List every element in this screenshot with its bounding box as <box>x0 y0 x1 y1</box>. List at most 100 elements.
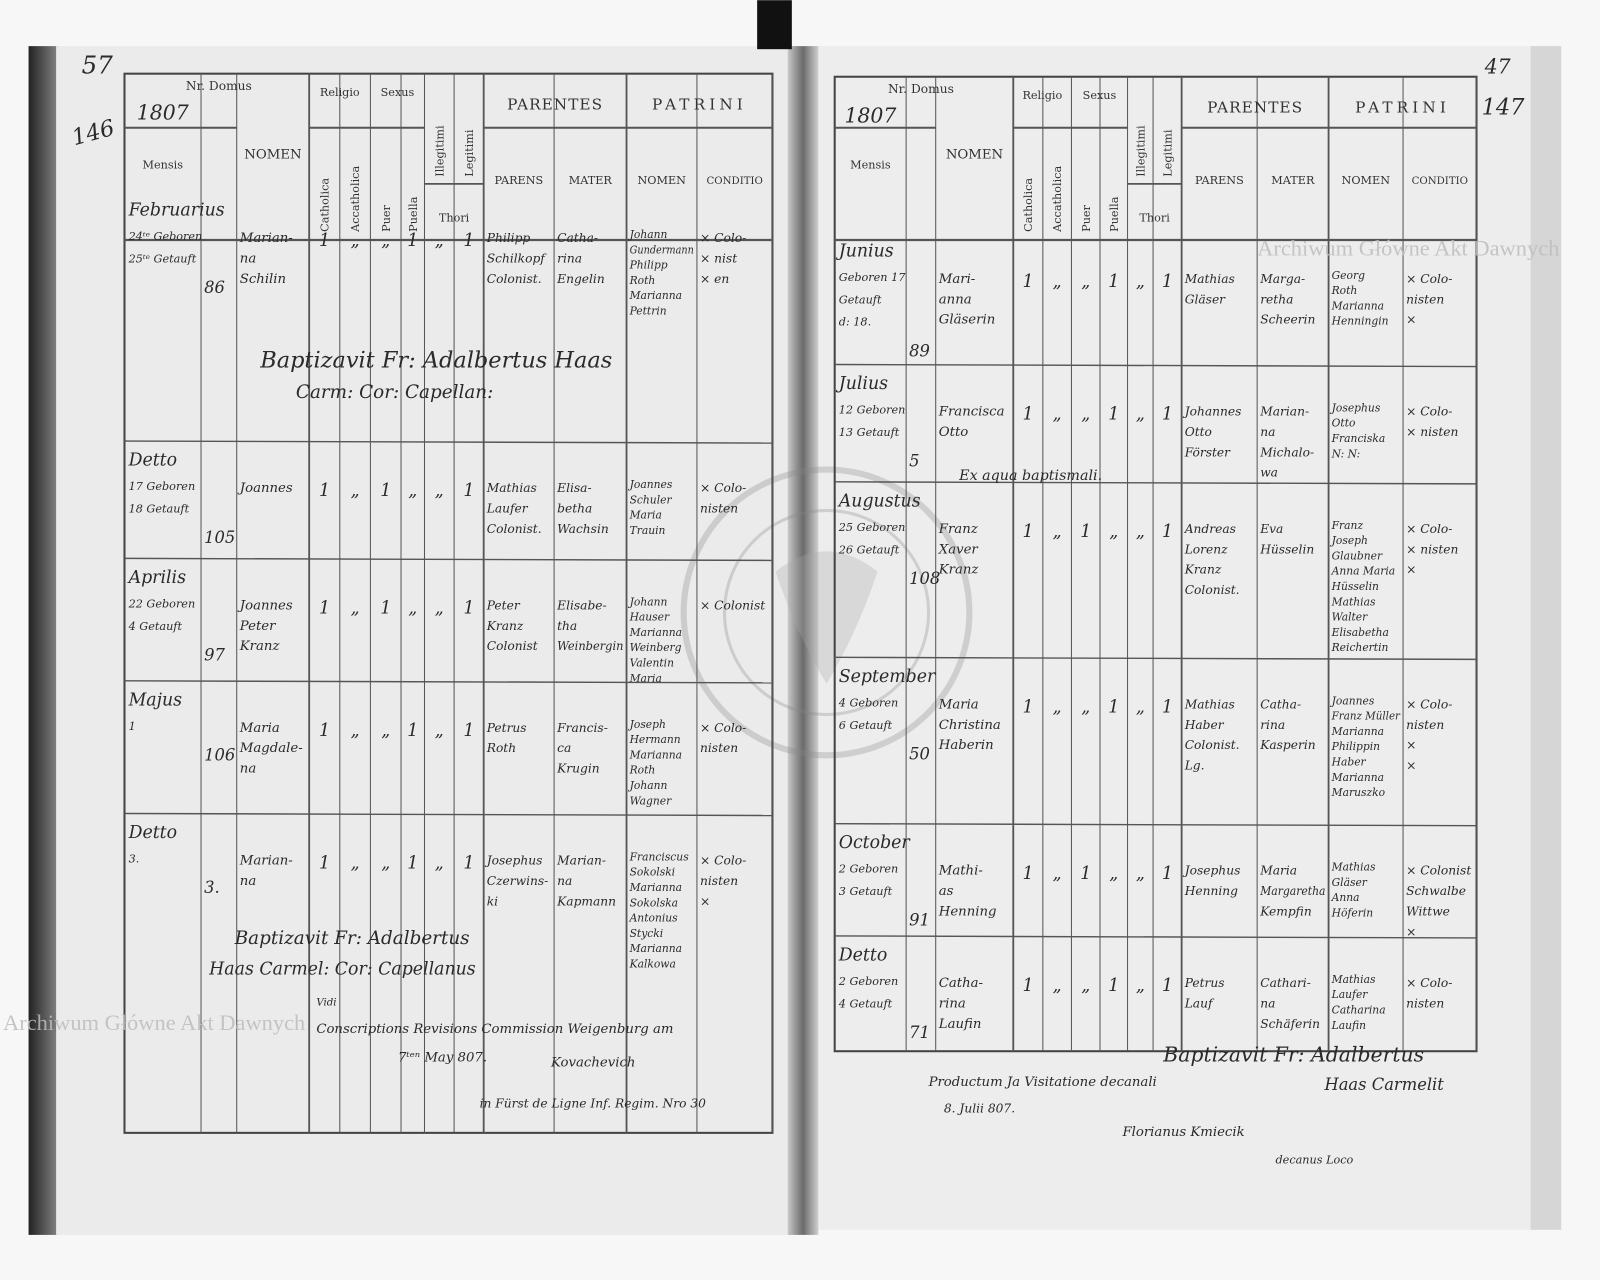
right-register-table: 1807 Nr. Domus Mensis NOMEN Religio Sexus Cath… <box>833 75 1478 1166</box>
rule-line <box>834 935 1477 939</box>
tally-mark: „ <box>1053 697 1062 717</box>
godparent-name: Johann <box>628 228 668 241</box>
godparent-condition: × Colo- <box>1406 405 1452 419</box>
tally-mark: „ <box>435 854 444 874</box>
godparent-condition: × Colo- <box>1406 522 1452 536</box>
father-name: Colonist. <box>1185 738 1240 752</box>
register-entry: Majus 1 106 Maria Magdale-na 1 „ „ 1 „ 1 Petrus Roth… <box>124 680 773 807</box>
tally-mark: 1 <box>380 598 391 618</box>
tally-mark: „ <box>351 481 360 501</box>
mother-name: wa <box>1260 466 1278 480</box>
godparent-name: Glaubner <box>1332 549 1383 562</box>
tally-mark: „ <box>1053 522 1062 542</box>
child-name: Kranz <box>938 563 980 578</box>
godparent-name: Joseph <box>1330 534 1368 547</box>
entry-month: October <box>839 833 912 853</box>
mother-name: Marga- <box>1259 272 1305 286</box>
godparent-name: Philipp <box>629 259 668 272</box>
father-name: Lorenz <box>1184 542 1228 556</box>
father-name: Colonist <box>487 639 538 653</box>
accatholica-header: Accatholica <box>1051 166 1064 233</box>
rule-line <box>834 363 1477 368</box>
entry-date: 1 <box>129 720 136 733</box>
legitimi-header: Legitimi <box>463 129 476 177</box>
father-name: Johannes <box>1182 405 1242 419</box>
register-entry: Detto 2 Geboren 4 Getauft 71 Catha-rina Laufi… <box>834 935 1477 1042</box>
tally-mark: 1 <box>463 481 474 501</box>
child-name: Catha- <box>939 976 983 991</box>
mother-name: Kapmann <box>556 894 616 908</box>
tally-mark: 1 <box>1023 697 1034 717</box>
godparent-name: Marianna <box>629 942 682 955</box>
entry-date: 25ᵗᵉ Getauft <box>128 252 197 265</box>
tally-mark: „ <box>1081 405 1090 425</box>
child-name: Schilin <box>240 272 286 287</box>
tally-mark: „ <box>381 721 390 741</box>
rule-line <box>124 812 773 817</box>
child-name: na <box>240 251 257 266</box>
godparent-name: Mathias <box>1331 973 1376 986</box>
father-name: Henning <box>1184 884 1238 898</box>
godparent-name: Georg <box>1332 269 1365 282</box>
entry-date: d: 18. <box>839 316 871 329</box>
mother-name: Francis- <box>556 721 608 735</box>
godparent-condition: nisten <box>700 501 738 515</box>
father-name: Josephus <box>484 853 543 867</box>
godparent-name: Walter <box>1332 611 1369 624</box>
child-name: Mathi- <box>938 864 983 879</box>
godparent-condition: Wittwe <box>1406 905 1450 919</box>
father-name: Kranz <box>1184 563 1222 577</box>
register-entry: Augustus 25 Geboren 26 Getauft 108 Franz Xave… <box>834 481 1477 654</box>
father-name: Czerwins- <box>487 874 549 888</box>
godparent-name: Johann <box>628 779 668 792</box>
binding-clip <box>757 0 792 50</box>
child-name: rina <box>939 996 966 1011</box>
puer-header: Puer <box>1080 204 1093 231</box>
tally-mark: 1 <box>1108 697 1119 717</box>
godparent-name: Elisabetha <box>1331 626 1389 639</box>
father-name: Petrus <box>486 721 527 735</box>
entry-month: Julius <box>836 374 888 394</box>
tally-mark: 1 <box>1023 522 1034 542</box>
rule-line <box>124 557 773 562</box>
register-entry: Detto 17 Geboren 18 Getauft 105 Joannes 1 „ 1 „ „… <box>124 440 773 547</box>
nr-domus-header: Nr. Domus <box>186 79 252 93</box>
catholica-header: Catholica <box>1022 178 1035 232</box>
tally-mark: „ <box>1136 697 1145 717</box>
register-entry: Aprilis 22 Geboren 4 Getauft 97 Joannes Peter… <box>124 557 773 685</box>
tally-mark: 1 <box>1162 405 1173 425</box>
tally-mark: 1 <box>407 721 418 741</box>
godparent-name: Roth <box>629 274 656 287</box>
father-name: Colonist. <box>487 272 542 286</box>
godparent-name: Hauser <box>629 611 670 624</box>
parentes-header: PARENTES <box>507 95 603 113</box>
patrini-nomen-header: NOMEN <box>637 174 686 187</box>
house-number: 86 <box>204 278 225 297</box>
handwritten-note: Vidi <box>316 997 336 1008</box>
godparent-name: Gläser <box>1332 876 1368 889</box>
godparent-condition: × <box>700 894 710 908</box>
godparent-condition: Schwalbe <box>1406 884 1466 898</box>
house-number: 91 <box>909 911 930 930</box>
child-name: anna <box>939 292 972 307</box>
mother-name: Margaretha <box>1259 884 1325 898</box>
religio-header: Religio <box>320 86 360 99</box>
godparent-condition: nisten <box>1406 292 1444 306</box>
father-name: Roth <box>486 741 516 755</box>
handwritten-note: Conscriptions Revisions Commission Weige… <box>316 1022 673 1037</box>
godparent-name: Marianna <box>1331 725 1384 738</box>
entry-date: 3 Getauft <box>839 885 893 898</box>
mensis-header: Mensis <box>143 159 184 172</box>
godparent-name: Wagner <box>630 794 673 807</box>
entry-date: 17 Geboren <box>129 480 196 493</box>
book-edge-left <box>28 46 60 1235</box>
thori-header: Thori <box>439 212 470 225</box>
mother-name: Elisabe- <box>556 598 607 612</box>
tally-mark: „ <box>1053 272 1062 292</box>
mater-header: MATER <box>1271 174 1315 187</box>
spine-gutter <box>787 46 819 1235</box>
godparent-name: Valentin <box>630 657 675 670</box>
tally-mark: 1 <box>1023 272 1034 292</box>
entry-date: 4 Getauft <box>838 997 893 1010</box>
father-name: Colonist. <box>1185 583 1240 597</box>
